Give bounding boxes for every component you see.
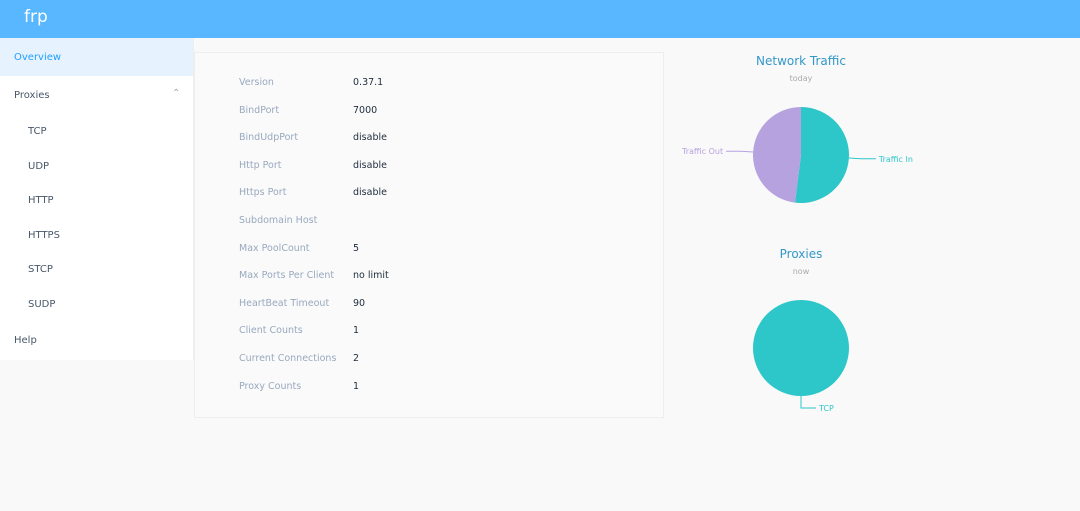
pie-slice — [753, 300, 849, 396]
chevron[interactable]: ⌃ — [172, 88, 181, 99]
leader-line — [848, 157, 876, 160]
info-card: Version 0.37.1 BindPort 7000 BindUdpPort disa… — [194, 52, 664, 418]
chart-title: Network Traffic — [756, 54, 846, 68]
submenu-item[interactable]: UDP — [28, 161, 50, 172]
info-value: 5 — [353, 242, 360, 254]
info-label: Version — [239, 77, 274, 88]
info-value: disable — [353, 159, 387, 171]
submenu-item[interactable]: STCP — [28, 264, 53, 275]
submenu-item[interactable]: SUDP — [28, 299, 56, 310]
header: frp — [0, 0, 1080, 38]
info-label: Client Counts — [239, 325, 303, 337]
info-label: Subdomain Host — [239, 215, 318, 226]
slice-label: Traffic In — [878, 155, 913, 164]
info-label: Max PoolCount — [239, 242, 310, 254]
chart-subtitle: now — [793, 267, 810, 276]
info-value: disable — [353, 187, 387, 199]
info-label: Http Port — [239, 159, 282, 171]
sidebar: Overview Proxies ⌃ TCP UDP HTTP HTTPS ST… — [0, 38, 194, 360]
info-value: 7000 — [353, 104, 378, 116]
info-value: 0.37.1 — [353, 77, 384, 88]
info-label: Current Connections — [239, 353, 337, 364]
pie-slice — [753, 107, 801, 203]
info-value: 2 — [353, 353, 360, 364]
menu-item[interactable]: Proxies — [14, 90, 50, 101]
chart-subtitle: today — [790, 74, 813, 83]
info-value: disable — [353, 132, 387, 144]
info-label: Https Port — [239, 187, 287, 199]
submenu-item[interactable]: TCP — [28, 126, 47, 137]
info-label: BindPort — [239, 104, 280, 116]
submenu-item[interactable]: HTTPS — [28, 230, 60, 241]
info-label: HeartBeat Timeout — [239, 297, 330, 309]
info-value: 1 — [353, 380, 360, 392]
pie-slice — [794, 107, 849, 203]
submenu-item[interactable]: HTTP — [28, 195, 54, 206]
info-value: 90 — [353, 297, 366, 309]
slice-label: Traffic Out — [681, 147, 723, 156]
info-label: BindUdpPort — [239, 132, 299, 144]
slice-label: TCP — [818, 404, 834, 413]
info-label: Max Ports Per Client — [239, 270, 335, 282]
menu-item[interactable]: Overview — [14, 52, 62, 63]
info-value: 1 — [353, 325, 360, 337]
menu-item[interactable]: Help — [14, 335, 37, 346]
app-title[interactable]: frp — [24, 7, 48, 27]
leader-line — [800, 396, 816, 409]
leader-line — [726, 150, 754, 153]
active-bg — [0, 38, 193, 76]
chart-title: Proxies — [780, 247, 823, 261]
info-label: Proxy Counts — [239, 380, 302, 392]
info-value: no limit — [353, 270, 389, 282]
